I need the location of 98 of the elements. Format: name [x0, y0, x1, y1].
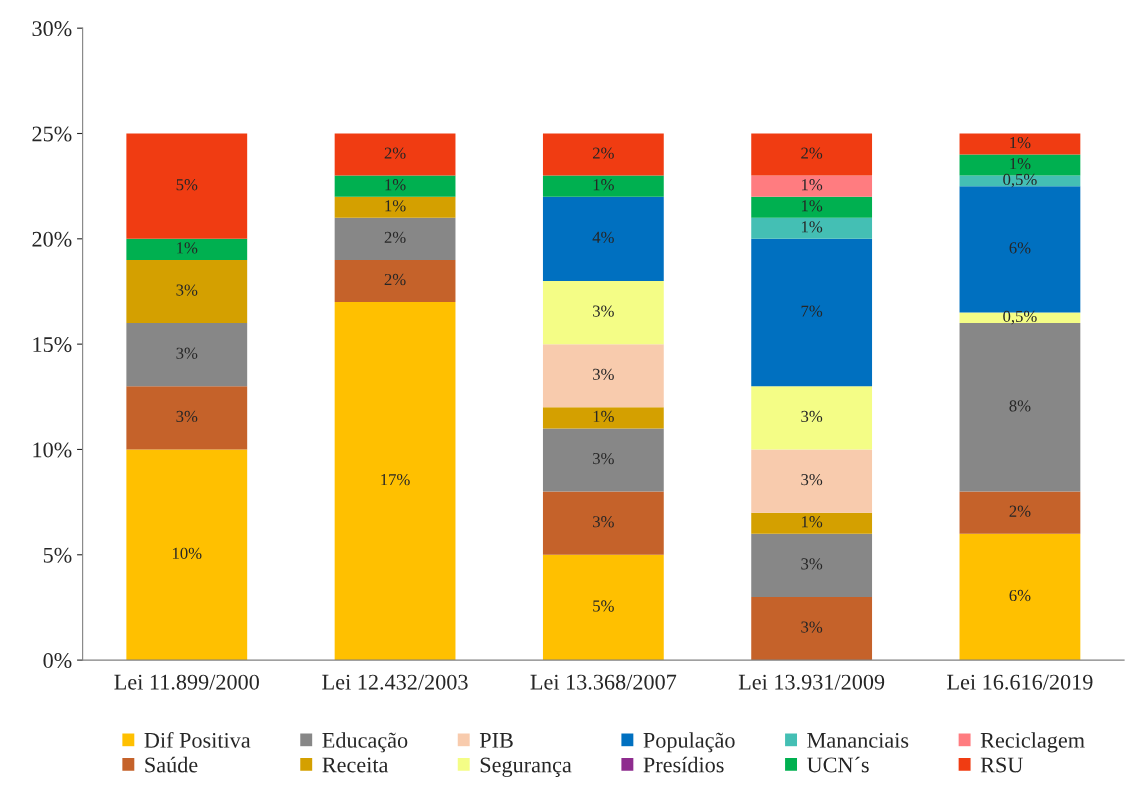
bar [542, 491, 664, 555]
data-label: 1% [593, 410, 614, 423]
bar [751, 596, 873, 661]
legend-label: Reciclagem [980, 732, 1085, 753]
bar [334, 217, 456, 260]
x-tick-label: Lei 11.899/2000 [114, 674, 259, 690]
legend-label: UCN´s [807, 756, 869, 773]
bar [542, 554, 664, 661]
bar [542, 196, 664, 281]
legend-label: Presídios [643, 756, 724, 773]
data-label: 1% [802, 221, 823, 233]
data-label: 1% [1010, 136, 1031, 149]
data-label: 17% [381, 473, 410, 486]
data-label: 7% [801, 305, 823, 317]
bar [542, 344, 664, 408]
bar [542, 407, 664, 429]
y-tick-label: 10% [33, 442, 72, 458]
data-label: 3% [801, 621, 823, 633]
data-label: 5% [176, 179, 198, 191]
bar [959, 491, 1081, 534]
legend-label: Receita [322, 757, 389, 773]
legend-label: RSU [980, 757, 1023, 773]
bar [751, 386, 873, 450]
bar [959, 533, 1081, 661]
bar [126, 133, 248, 239]
data-label: 1% [802, 516, 823, 528]
bar [334, 133, 456, 176]
data-label: 3% [801, 410, 823, 423]
y-tick-label: 25% [32, 126, 72, 142]
bar [542, 280, 664, 345]
bar [542, 175, 664, 197]
data-label: 10% [172, 547, 202, 560]
data-label: 1% [1010, 158, 1031, 170]
bar [126, 238, 248, 260]
data-label: 8% [1009, 400, 1031, 412]
data-label: 5% [593, 600, 614, 612]
bar [334, 196, 456, 218]
legend-label: Saúde [145, 756, 198, 773]
data-label: 3% [801, 473, 823, 486]
legend-label: Educação [322, 732, 408, 753]
data-label: 3% [593, 305, 614, 317]
bar [126, 386, 248, 450]
bar [334, 259, 456, 303]
data-label: 0,5% [1003, 173, 1037, 188]
y-tick-label: 20% [32, 231, 72, 247]
bar [126, 449, 248, 661]
data-label: 3% [593, 516, 614, 528]
data-label: 3% [176, 347, 198, 359]
data-label: 2% [384, 231, 406, 244]
data-label: 1% [593, 179, 614, 191]
data-label: 3% [176, 284, 198, 296]
bar [126, 323, 248, 387]
data-label: 3% [176, 410, 198, 423]
data-label: 1% [177, 242, 198, 254]
bar [751, 133, 873, 176]
bar [751, 196, 873, 218]
data-label: 1% [802, 179, 823, 191]
legend-label: Dif Positiva [144, 731, 251, 748]
bar [751, 238, 873, 387]
data-label: 2% [384, 273, 406, 286]
x-tick-label: Lei 12.432/2003 [322, 674, 468, 690]
data-label: 6% [1009, 242, 1031, 254]
x-tick-label: Lei 13.368/2007 [530, 674, 677, 690]
x-tick-label: Lei 13.931/2009 [738, 674, 885, 690]
y-tick-label: 0% [43, 653, 72, 669]
bar [126, 259, 248, 324]
data-label: 2% [801, 147, 823, 159]
data-label: 2% [384, 147, 406, 159]
y-tick-label: 15% [33, 337, 72, 353]
legend-label: População [643, 732, 735, 753]
legend-label: Segurança [480, 757, 572, 777]
legend-label: PIB [479, 733, 513, 748]
bar [959, 323, 1081, 492]
legend-label: Mananciais [807, 732, 909, 748]
y-tick-label: 5% [43, 547, 72, 563]
bar [334, 175, 456, 197]
bar [334, 302, 456, 661]
data-label: 1% [385, 200, 406, 212]
bar [751, 449, 873, 513]
bar [751, 217, 873, 239]
data-label: 4% [592, 231, 614, 244]
data-label: 3% [593, 452, 614, 465]
bar [751, 533, 873, 597]
data-label: 3% [593, 368, 614, 380]
data-label: 2% [1009, 505, 1031, 517]
data-label: 6% [1009, 589, 1031, 602]
x-tick-label: Lei 16.616/2019 [947, 674, 1093, 690]
y-tick-label: 30% [32, 21, 72, 37]
data-label: 0,5% [1003, 310, 1037, 325]
bar [959, 133, 1081, 155]
bar [751, 512, 873, 534]
data-label: 3% [801, 558, 823, 570]
data-label: 2% [592, 147, 614, 159]
bar [542, 428, 664, 492]
data-label: 1% [802, 200, 823, 212]
bar [751, 175, 873, 197]
data-label: 1% [385, 179, 406, 191]
bar [542, 133, 664, 176]
